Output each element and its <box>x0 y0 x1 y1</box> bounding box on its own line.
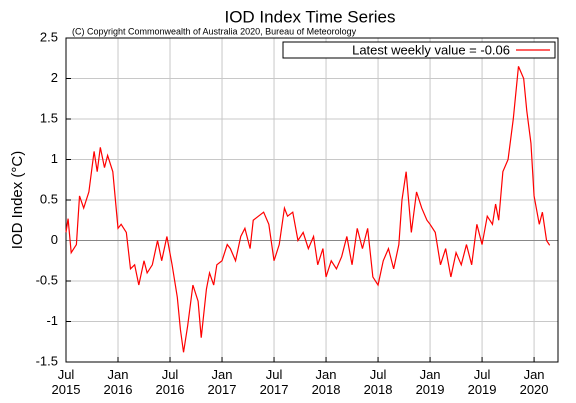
plot-frame <box>65 37 559 363</box>
x-tick-label: Jul 2016 <box>155 367 185 397</box>
x-tick-label: Jan 2020 <box>519 367 549 397</box>
x-tick-label: Jan 2017 <box>207 367 237 397</box>
y-tick-label: 2 <box>51 70 58 85</box>
x-tick-label: Jan 2018 <box>311 367 341 397</box>
y-tick-label: 0.5 <box>40 191 58 206</box>
x-tick-label: Jan 2016 <box>103 367 133 397</box>
x-tick-label: Jan 2019 <box>415 367 445 397</box>
chart-title: IOD Index Time Series <box>224 7 395 26</box>
y-tick-label: 1.5 <box>40 110 58 125</box>
x-tick-label: Jul 2017 <box>259 367 289 397</box>
data-line <box>65 66 551 353</box>
y-tick-label: -1.5 <box>36 353 58 368</box>
legend-label: Latest weekly value = -0.06 <box>352 42 510 57</box>
y-tick-label: 2.5 <box>40 29 58 44</box>
y-tick-label: -0.5 <box>36 272 58 287</box>
x-tick-label: Jul 2015 <box>51 367 81 397</box>
y-tick-label: 1 <box>51 151 58 166</box>
legend-box <box>282 41 556 59</box>
chart-subtitle: (C) Copyright Commonwealth of Australia … <box>72 26 357 36</box>
y-axis-label: IOD Index (°C) <box>9 151 26 250</box>
x-tick-label: Jul 2019 <box>467 367 497 397</box>
y-tick-label: -1 <box>46 313 58 328</box>
x-tick-label: Jul 2018 <box>363 367 393 397</box>
y-tick-label: 0 <box>51 232 58 247</box>
